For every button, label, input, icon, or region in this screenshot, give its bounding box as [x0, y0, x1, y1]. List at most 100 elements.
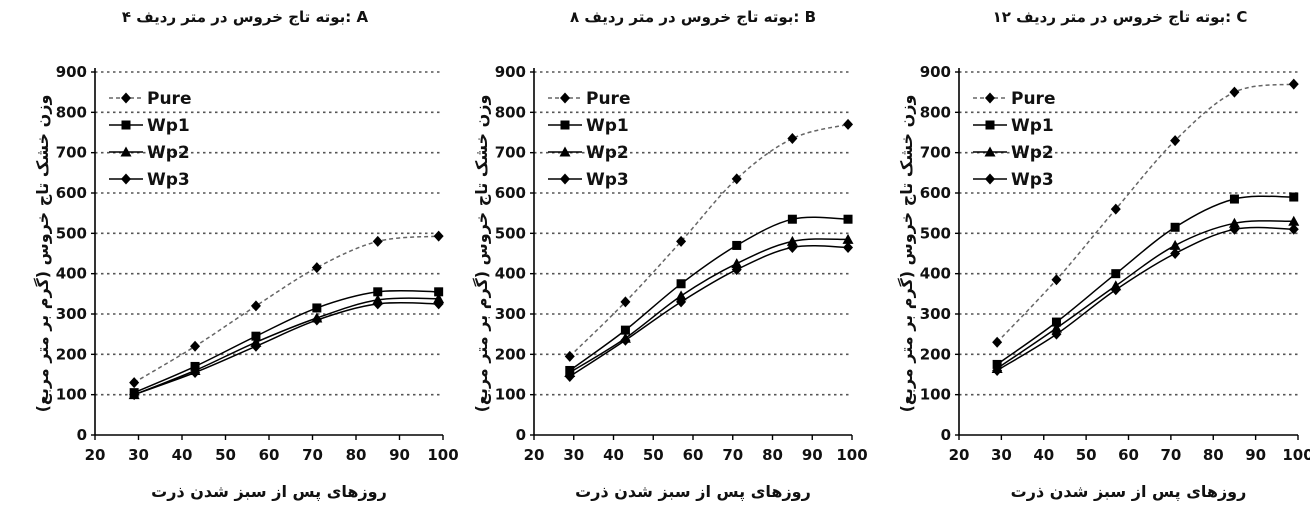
y-tick-label: 300 — [495, 305, 526, 323]
data-point-wp2 — [1169, 239, 1181, 250]
x-tick-label: 40 — [172, 446, 193, 464]
data-point-wp2 — [1050, 322, 1062, 333]
x-tick-label: 70 — [722, 446, 743, 464]
legend-marker-wp2 — [559, 146, 571, 157]
y-tick-label: 800 — [920, 103, 951, 121]
y-tick-label: 600 — [495, 184, 526, 202]
data-point-wp1 — [1111, 269, 1121, 279]
x-tick-label: 40 — [1033, 446, 1054, 464]
series-line-wp2 — [569, 238, 849, 374]
data-point-wp3 — [190, 366, 201, 378]
data-point-wp1 — [732, 240, 742, 250]
y-tick-label: 300 — [920, 305, 951, 323]
legend-label-pure: Pure — [147, 89, 191, 109]
x-tick-label: 30 — [991, 446, 1012, 464]
legend-marker-wp3 — [985, 173, 995, 185]
data-point-pure — [1229, 86, 1240, 98]
data-point-wp1 — [312, 303, 322, 313]
y-tick-label: 0 — [941, 426, 951, 444]
data-point-wp2 — [1288, 215, 1300, 226]
legend-marker-wp1 — [985, 120, 995, 130]
y-tick-label: 700 — [56, 144, 87, 162]
chart-panel-c: ۱۲ بوته تاج خروس در متر ردیف: C 0 100 200 30… — [897, 8, 1310, 502]
data-point-pure — [843, 118, 854, 130]
y-tick-label: 200 — [495, 345, 526, 363]
y-axis-label: وزن خشک تاج خروس (گرم بر متر مربع) — [897, 95, 916, 413]
y-tick-label: 0 — [516, 426, 526, 444]
series-line-wp2 — [996, 220, 1294, 370]
y-tick-label: 100 — [495, 386, 526, 404]
x-tick-label: 90 — [802, 446, 823, 464]
x-tick-label: 100 — [427, 446, 458, 464]
x-tick-label: 30 — [128, 446, 149, 464]
legend-label-wp1: Wp1 — [1011, 116, 1054, 136]
y-tick-label: 200 — [920, 345, 951, 363]
y-tick-label: 900 — [56, 63, 87, 81]
y-tick-label: 200 — [56, 345, 87, 363]
x-tick-label: 100 — [1282, 446, 1310, 464]
data-point-wp2 — [786, 235, 798, 246]
series-line-wp2 — [133, 297, 439, 396]
y-tick-label: 400 — [56, 265, 87, 283]
data-point-pure — [1051, 274, 1062, 286]
data-point-pure — [676, 235, 687, 247]
x-tick-label: 20 — [524, 446, 545, 464]
legend-label-wp2: Wp2 — [586, 143, 629, 163]
y-tick-label: 600 — [56, 184, 87, 202]
y-tick-label: 700 — [495, 144, 526, 162]
y-tick-label: 0 — [77, 426, 87, 444]
data-point-wp3 — [1288, 223, 1299, 235]
data-point-pure — [1110, 203, 1121, 215]
data-point-wp3 — [676, 296, 687, 308]
legend-label-wp3: Wp3 — [147, 170, 190, 190]
legend-marker-wp3 — [560, 173, 570, 185]
x-tick-label: 90 — [1245, 446, 1266, 464]
data-point-pure — [1288, 78, 1299, 90]
x-tick-label: 80 — [346, 446, 367, 464]
chart-title: ۱۲ بوته تاج خروس در متر ردیف: C — [993, 8, 1248, 26]
data-point-wp3 — [787, 241, 798, 253]
series-line-pure — [569, 123, 849, 357]
data-point-wp1 — [1229, 194, 1239, 204]
x-axis-label: روزهای پس از سبز شدن ذرت — [575, 482, 811, 502]
data-point-wp1 — [1289, 192, 1299, 202]
x-tick-label: 50 — [215, 446, 236, 464]
x-tick-label: 90 — [389, 446, 410, 464]
legend-label-wp2: Wp2 — [147, 143, 190, 163]
x-tick-label: 70 — [1160, 446, 1181, 464]
y-tick-label: 600 — [920, 184, 951, 202]
x-tick-label: 60 — [259, 446, 280, 464]
y-tick-label: 100 — [56, 386, 87, 404]
data-point-wp3 — [992, 364, 1003, 376]
data-point-wp1 — [1170, 222, 1180, 232]
y-tick-label: 900 — [920, 63, 951, 81]
legend-marker-wp1 — [560, 120, 570, 130]
data-point-pure — [731, 173, 742, 185]
data-point-pure — [250, 300, 261, 312]
y-tick-label: 500 — [495, 224, 526, 242]
data-point-pure — [311, 262, 322, 274]
data-point-wp3 — [433, 298, 444, 310]
data-point-wp1 — [843, 214, 853, 224]
legend-marker-wp1 — [121, 120, 131, 130]
x-tick-label: 80 — [762, 446, 783, 464]
y-tick-label: 700 — [920, 144, 951, 162]
legend-marker-pure — [560, 92, 570, 104]
chart-panel-a: ۴ بوته تاج خروس در متر ردیف: A 0 100 200 300… — [33, 8, 459, 502]
x-tick-label: 60 — [1118, 446, 1139, 464]
chart-title: ۸ بوته تاج خروس در متر ردیف: B — [570, 8, 816, 26]
x-tick-label: 40 — [603, 446, 624, 464]
y-axis-label: وزن خشک تاج خروس (گرم بر متر مربع) — [33, 95, 52, 413]
data-point-pure — [564, 350, 575, 362]
x-tick-label: 50 — [643, 446, 664, 464]
data-point-pure — [372, 235, 383, 247]
data-point-pure — [992, 336, 1003, 348]
data-point-wp2 — [842, 233, 854, 244]
data-point-wp3 — [372, 298, 383, 310]
legend-marker-wp2 — [120, 146, 132, 157]
data-point-wp3 — [129, 389, 140, 401]
legend-label-pure: Pure — [586, 89, 630, 109]
legend-label-wp3: Wp3 — [1011, 170, 1054, 190]
data-point-wp3 — [1051, 328, 1062, 340]
